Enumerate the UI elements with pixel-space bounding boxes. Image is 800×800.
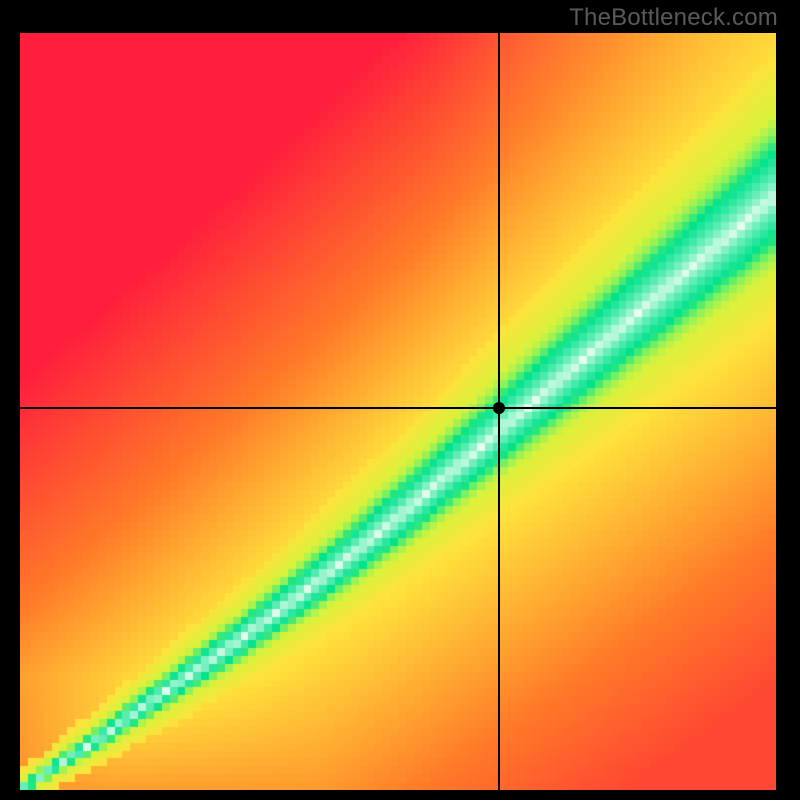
bottleneck-heatmap (20, 33, 776, 790)
watermark-text: TheBottleneck.com (569, 4, 778, 32)
crosshair-marker (493, 402, 505, 414)
crosshair-horizontal (20, 407, 776, 409)
